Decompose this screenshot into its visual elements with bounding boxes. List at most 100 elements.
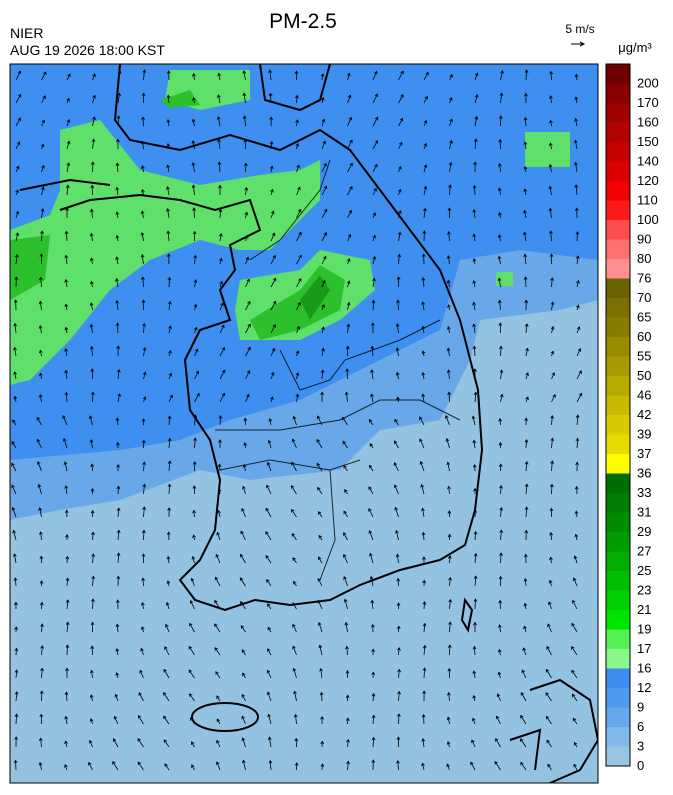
colorbar-swatch xyxy=(606,317,630,338)
wind-arrow xyxy=(473,530,478,541)
wind-arrow xyxy=(545,715,552,725)
wind-arrow xyxy=(15,117,21,127)
wind-arrow xyxy=(64,391,69,403)
wind-arrow xyxy=(370,322,375,334)
wind-arrow xyxy=(216,531,221,541)
wind-arrow xyxy=(524,460,529,472)
wind-arrow xyxy=(192,72,196,81)
wind-arrow xyxy=(574,161,578,173)
wind-arrow xyxy=(115,256,119,265)
wind-arrow xyxy=(167,415,172,426)
wind-arrow xyxy=(115,672,120,679)
wind-arrow xyxy=(398,93,404,104)
colorbar-label: 46 xyxy=(637,388,651,403)
colorbar-swatch xyxy=(606,707,630,728)
wind-arrow xyxy=(421,325,426,334)
colorbar-label: 6 xyxy=(637,719,644,734)
wind-arrow xyxy=(394,418,399,426)
wind-arrow xyxy=(398,70,404,81)
wind-arrow xyxy=(112,760,119,771)
wind-arrow xyxy=(346,323,351,334)
wind-arrow xyxy=(574,73,579,81)
wind-arrow xyxy=(13,299,18,311)
wind-arrow xyxy=(446,279,451,288)
wind-arrow xyxy=(318,556,323,564)
wind-arrow xyxy=(497,648,502,656)
wind-arrow xyxy=(318,534,323,541)
wind-arrow xyxy=(163,715,170,725)
wind-arrow xyxy=(117,92,122,104)
wind-arrow xyxy=(14,626,19,633)
wind-arrow xyxy=(166,555,171,564)
wind-arrow xyxy=(576,348,582,357)
wind-arrow xyxy=(368,418,374,426)
colorbar-label: 0 xyxy=(637,758,644,773)
wind-arrow xyxy=(523,141,528,150)
wind-arrow xyxy=(296,301,301,311)
wind-arrow xyxy=(396,602,401,610)
wind-arrow xyxy=(41,71,47,81)
wind-arrow xyxy=(524,299,529,311)
wind-arrow xyxy=(422,556,426,564)
wind-arrow xyxy=(194,370,200,380)
wind-arrow xyxy=(142,371,147,380)
wind-arrow xyxy=(64,509,69,518)
colorbar-swatch xyxy=(606,746,630,767)
wind-arrow xyxy=(499,393,504,403)
wind-arrow xyxy=(371,299,376,311)
colorbar-swatch xyxy=(606,103,630,123)
wind-arrow xyxy=(218,233,223,242)
wind-arrow xyxy=(344,489,348,495)
wind-arrow xyxy=(241,759,246,771)
colorbar-label: 27 xyxy=(637,544,651,559)
wind-arrow xyxy=(291,485,297,495)
wind-arrow xyxy=(142,396,147,403)
wind-arrow xyxy=(115,417,120,426)
wind-arrow xyxy=(342,440,348,449)
wind-arrow xyxy=(473,368,477,380)
wind-arrow xyxy=(572,599,578,610)
wind-arrow xyxy=(498,417,503,426)
map xyxy=(9,63,599,784)
wind-arrow xyxy=(423,95,428,104)
colorbar-swatch xyxy=(606,356,630,377)
wind-arrow xyxy=(320,740,325,748)
wind-arrow xyxy=(191,140,196,150)
wind-arrow xyxy=(343,575,348,587)
wind-arrow xyxy=(446,461,451,472)
wind-arrow xyxy=(449,73,453,81)
wind-arrow xyxy=(573,139,578,150)
wind-arrow xyxy=(64,764,68,771)
wind-arrow xyxy=(422,667,427,679)
wind-scale: 5 m/s xyxy=(565,22,594,36)
colorbar-swatch xyxy=(606,122,630,143)
wind-arrow xyxy=(445,437,450,449)
wind-arrow xyxy=(141,529,146,541)
wind-arrow xyxy=(548,601,552,610)
wind-arrow xyxy=(523,602,528,610)
wind-arrow xyxy=(396,396,400,403)
provinces xyxy=(215,159,461,581)
wind-arrow xyxy=(188,669,195,679)
wind-arrow xyxy=(497,187,502,196)
colorbar-swatch xyxy=(606,64,630,84)
wind-arrow xyxy=(370,393,374,403)
wind-arrow xyxy=(265,507,272,518)
colorbar-swatch xyxy=(606,493,630,513)
colorbar-swatch xyxy=(606,337,630,357)
wind-arrow xyxy=(345,645,349,656)
wind-arrow xyxy=(422,644,427,656)
wind-arrow xyxy=(90,509,95,518)
wind-arrow xyxy=(216,761,221,771)
wind-arrow xyxy=(65,207,70,219)
wind-arrow xyxy=(421,531,426,541)
wind-arrow xyxy=(422,622,427,633)
wind-arrow xyxy=(474,94,479,104)
wind-arrow xyxy=(163,691,170,702)
wind-arrow xyxy=(499,552,503,564)
wind-arrow xyxy=(38,737,43,748)
wind-arrow xyxy=(167,300,172,311)
wind-arrow xyxy=(218,415,223,426)
wind-arrow xyxy=(317,486,323,495)
wind-arrow xyxy=(294,737,299,748)
